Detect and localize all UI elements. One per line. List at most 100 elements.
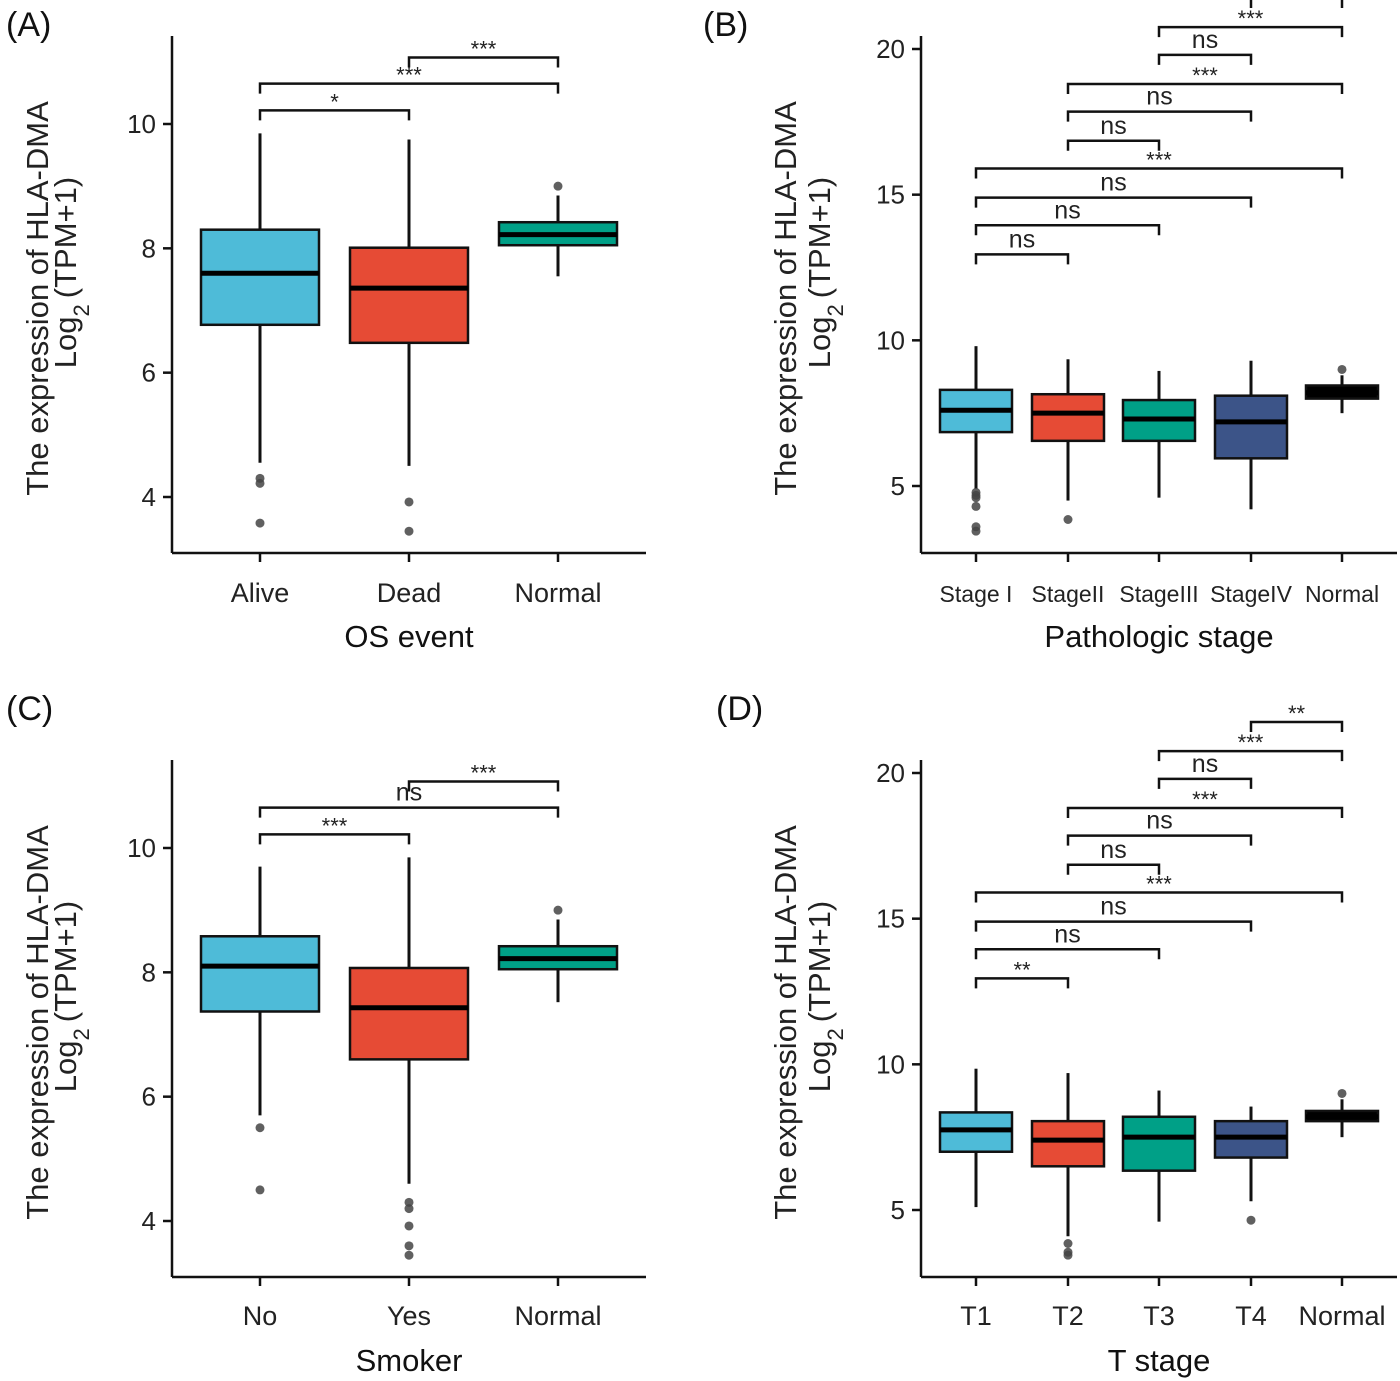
panel-c-outlier-point (404, 1241, 414, 1251)
panel-d-y-tick-label: 15 (876, 904, 905, 934)
panel-d-sig-bracket: ns (974, 893, 1253, 932)
panel-c-y-tick-label: 10 (127, 833, 156, 863)
panel-d-sig-text: *** (1146, 871, 1172, 896)
panel-d-box-0: T1 (938, 1068, 1014, 1331)
panel-d-outlier-point (1063, 1239, 1073, 1249)
panel-b-box-1: StageII (1030, 359, 1106, 607)
panel-a-y-title-sub: 2 (69, 304, 94, 316)
panel-a-outlier-point (553, 181, 563, 191)
panel-b-sig-bracket: *** (1249, 0, 1344, 9)
panel-d-sig-bracket: ns (1066, 836, 1161, 875)
panel-b-x-tick-label: StageII (1032, 581, 1105, 607)
panel-a-sig-line (407, 56, 560, 68)
panel-d-x-tick-label: T4 (1235, 1301, 1267, 1331)
panel-d-outlier-point (1063, 1250, 1073, 1260)
panel-c-sig-text: *** (471, 760, 497, 785)
panel-d-sig-line (974, 891, 1344, 903)
panel-d-sig-text: *** (1238, 730, 1264, 755)
panel-b-label: (B) (703, 6, 748, 44)
panel-d-outlier-point (1246, 1215, 1256, 1225)
panel-b-sig-bracket: ns (1066, 83, 1253, 122)
panel-b-y-tick-label: 10 (876, 325, 905, 355)
panel-d-x-tick-label: T2 (1052, 1301, 1084, 1331)
panel-b-x-tick-label: Stage I (940, 581, 1013, 607)
panel-c-label: (C) (6, 690, 53, 728)
panel-d-sig-text: ns (1146, 807, 1172, 835)
panel-d-sig-text: ns (1100, 836, 1126, 864)
panel-b-outlier-point (1337, 364, 1347, 374)
panel-a-y-title-line1: The expression of HLA-DMA (20, 101, 55, 496)
panel-c-outlier-point (404, 1197, 414, 1207)
panel-a-sig-line (258, 82, 560, 94)
panel-b-x-tick-label: StageIII (1119, 581, 1198, 607)
panel-b-sig-bracket: *** (1157, 6, 1344, 38)
panel-d-sig-line (1157, 777, 1253, 789)
panel-d-sig-text: ** (1013, 957, 1031, 982)
panel-d-y-tick-label: 10 (876, 1049, 905, 1079)
panel-c-sig-bracket: *** (258, 813, 411, 845)
panel-c-sig-line (407, 780, 560, 792)
panel-a-box-0: Alive (199, 133, 321, 608)
panel-b-x-tick-label: StageIV (1210, 581, 1292, 607)
panel-d-sig-line (1249, 720, 1344, 733)
panel-b-outlier-point (1063, 515, 1073, 525)
panel-c-outlier-point (255, 1123, 265, 1133)
panel-d-sig-text: *** (1192, 787, 1218, 812)
panel-c-x-tick-label: Yes (387, 1301, 431, 1331)
panel-b-sig-line (1066, 139, 1161, 151)
panel-d-y-tick-label: 20 (876, 758, 905, 788)
panel-a-y-tick-label: 8 (142, 233, 156, 263)
panel-d-x-title: T stage (1108, 1343, 1211, 1378)
panel-d-sig-text: ns (1100, 893, 1126, 921)
panel-d-sig-line (974, 920, 1253, 932)
panel-d-y-title-log: Log (802, 1040, 837, 1092)
panel-d-sig-line (1066, 806, 1344, 818)
panel-b-sig-bracket: ns (1066, 112, 1161, 151)
panel-c-y-tick-label: 4 (142, 1206, 156, 1236)
panel-c-sig-bracket: *** (407, 760, 560, 792)
panel-d-sig-text: ** (1288, 701, 1306, 726)
panel-d-y-title-rest: (TPM+1) (802, 901, 837, 1022)
panel-b-sig-text: *** (1238, 6, 1264, 31)
panel-b-outlier-point (971, 501, 981, 511)
panel-a-sig-text: * (330, 89, 339, 114)
panel-b-sig-line (974, 224, 1161, 236)
panel-b-sig-line (974, 196, 1253, 208)
panel-b-sig-text: ns (1192, 26, 1218, 54)
panel-a-box-iqr (348, 246, 470, 345)
panel-a-outlier-point (255, 478, 265, 488)
panel-b-box-iqr (1030, 392, 1106, 443)
panel-c-y-title-line2: Log2 (TPM+1) (48, 901, 94, 1092)
panel-b-y-title-rest: (TPM+1) (802, 177, 837, 298)
panel-b-sig-line (1249, 0, 1344, 9)
panel-d-box-3: T4 (1213, 1106, 1289, 1331)
panel-c-y-title-line1: The expression of HLA-DMA (20, 825, 55, 1220)
panel-d-sig-text: ns (1054, 920, 1080, 948)
panel-b-box-0: Stage I (938, 346, 1014, 607)
panel-d-sig-bracket: ns (1157, 750, 1253, 789)
panel-a-sig-bracket: *** (407, 36, 560, 68)
panel-a-x-tick-label: Normal (514, 578, 601, 608)
panel-b-sig-line (1157, 25, 1344, 38)
panel-a-y-title-line2: Log2 (TPM+1) (48, 177, 94, 368)
panel-b-sig-bracket: ns (974, 225, 1070, 265)
panel-b-y-title-sub: 2 (823, 304, 848, 316)
panel-c-y-tick-label: 8 (142, 957, 156, 987)
panel-b-sig-text: *** (1192, 63, 1218, 88)
panel-d-box-4: Normal (1298, 1088, 1386, 1331)
panel-b-box-2: StageIII (1119, 370, 1199, 607)
panel-b-y-tick-label: 20 (876, 34, 905, 64)
panel-b-y-tick-label: 5 (891, 471, 905, 501)
panel-c-sig-text: *** (322, 813, 348, 838)
panel-a-outlier-point (404, 497, 414, 507)
panel-d-sig-line (1157, 749, 1344, 762)
panel-c-y-title-rest: (TPM+1) (48, 901, 83, 1022)
panel-d-sig-bracket: ns (974, 920, 1161, 960)
panel-d-box-2: T3 (1121, 1090, 1197, 1331)
panel-c-outlier-point (553, 905, 563, 915)
panel-d-label: (D) (716, 690, 763, 728)
panel-a-sig-bracket: * (258, 89, 411, 121)
